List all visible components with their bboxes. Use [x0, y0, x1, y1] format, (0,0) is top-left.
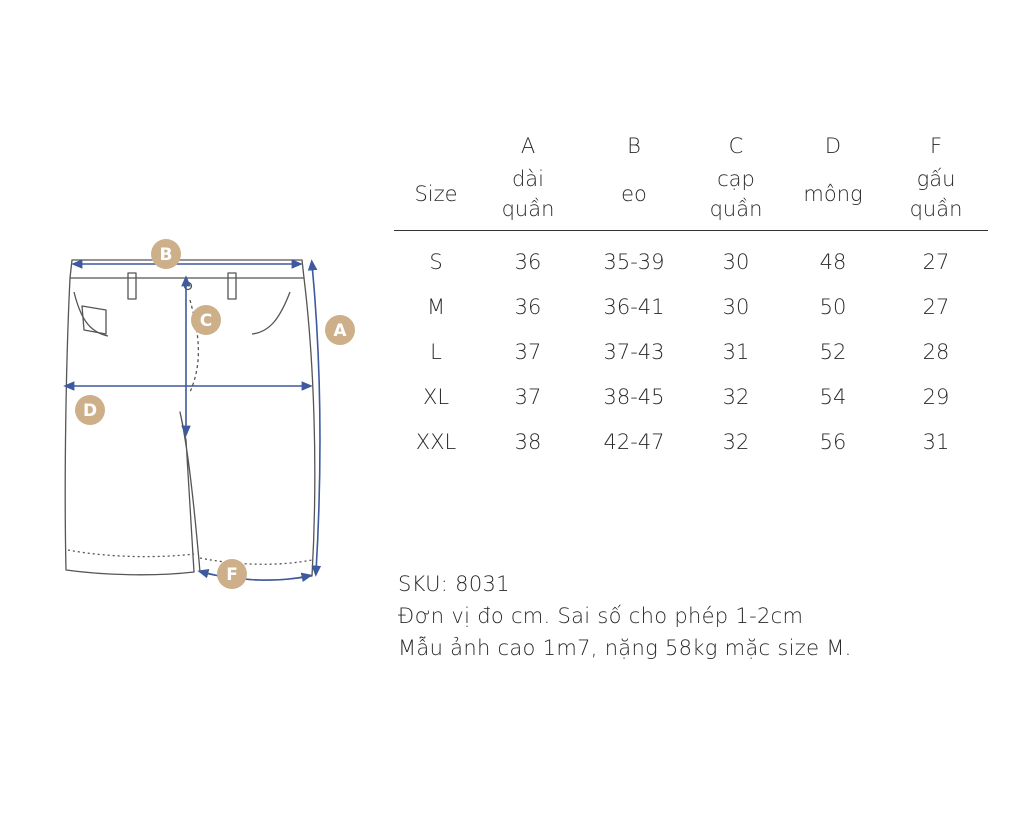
header-hip: mông — [782, 158, 884, 231]
cell-hip: 52 — [819, 339, 847, 364]
cell-waist: 36-41 — [603, 294, 665, 319]
size-table: A B C D F Size dài quần eo cạp quần mông — [394, 120, 988, 464]
cell-hem: 27 — [922, 294, 950, 319]
badge-a: A — [325, 315, 355, 345]
header-length: dài quần — [478, 158, 578, 231]
shorts-outline — [64, 259, 316, 581]
cell-waist: 37-43 — [603, 339, 665, 364]
cell-size: M — [426, 294, 446, 319]
product-notes: SKU: 8031 Đơn vị đo cm. Sai số cho phép … — [398, 568, 852, 664]
svg-text:D: D — [83, 401, 97, 421]
badge-b: B — [151, 239, 181, 269]
cell-rise: 31 — [722, 339, 750, 364]
measurement-lines — [63, 259, 322, 583]
shorts-diagram: B C A D F — [63, 239, 355, 589]
badge-c: C — [191, 305, 221, 335]
cell-waist: 35-39 — [603, 249, 665, 274]
cell-length: 38 — [514, 429, 542, 454]
cell-hem: 27 — [922, 249, 950, 274]
cell-hip: 56 — [819, 429, 847, 454]
header-size: Size — [394, 158, 478, 231]
table-row: L 37 37-43 31 52 28 — [394, 329, 988, 374]
cell-size: S — [429, 249, 443, 274]
cell-length: 36 — [514, 294, 542, 319]
table-letter-row: A B C D F — [394, 120, 988, 158]
measure-line-a — [307, 259, 322, 577]
cell-rise: 32 — [722, 429, 750, 454]
svg-text:B: B — [160, 245, 173, 265]
cell-hem: 29 — [922, 384, 950, 409]
table-header-row: Size dài quần eo cạp quần mông gấu quần — [394, 158, 988, 231]
header-rise-line1: cạp — [717, 167, 755, 191]
header-rise-line2: quần — [709, 197, 763, 221]
header-hem-line2: quần — [909, 197, 963, 221]
header-hem: gấu quần — [884, 158, 988, 231]
svg-text:C: C — [200, 311, 212, 331]
cell-hip: 54 — [819, 384, 847, 409]
cell-hem: 28 — [922, 339, 950, 364]
header-waist: eo — [578, 158, 690, 231]
header-length-line2: quần — [501, 197, 555, 221]
letter-f: F — [929, 134, 943, 158]
header-length-line1: dài — [511, 167, 545, 191]
cell-length: 37 — [514, 384, 542, 409]
cell-hip: 50 — [819, 294, 847, 319]
table-row: XL 37 38-45 32 54 29 — [394, 374, 988, 419]
cell-rise: 32 — [722, 384, 750, 409]
cell-waist: 42-47 — [603, 429, 665, 454]
letter-a: A — [520, 134, 536, 158]
badge-f: F — [217, 559, 247, 589]
table-row: M 36 36-41 30 50 27 — [394, 284, 988, 329]
cell-waist: 38-45 — [603, 384, 665, 409]
letter-b: B — [627, 134, 641, 158]
badge-d: D — [75, 395, 105, 425]
letter-d: D — [824, 134, 842, 158]
header-rise: cạp quần — [690, 158, 782, 231]
letter-size — [394, 120, 478, 158]
table-row: XXL 38 42-47 32 56 31 — [394, 419, 988, 464]
svg-text:A: A — [333, 321, 347, 341]
svg-text:F: F — [226, 565, 238, 585]
cell-hip: 48 — [819, 249, 847, 274]
letter-c: C — [728, 134, 744, 158]
cell-rise: 30 — [722, 249, 750, 274]
cell-size: XL — [422, 384, 450, 409]
sku-text: SKU: 8031 — [398, 572, 510, 596]
measure-line-f — [197, 568, 313, 583]
header-hem-line1: gấu — [916, 167, 956, 191]
cell-length: 36 — [514, 249, 542, 274]
cell-size: XXL — [415, 429, 457, 454]
cell-rise: 30 — [722, 294, 750, 319]
cell-length: 37 — [514, 339, 542, 364]
cell-size: L — [430, 339, 442, 364]
cell-hem: 31 — [922, 429, 950, 454]
unit-note: Đơn vị đo cm. Sai số cho phép 1-2cm — [398, 604, 804, 628]
model-note: Mẫu ảnh cao 1m7, nặng 58kg mặc size M. — [398, 636, 852, 660]
table-row: S 36 35-39 30 48 27 — [394, 231, 988, 285]
